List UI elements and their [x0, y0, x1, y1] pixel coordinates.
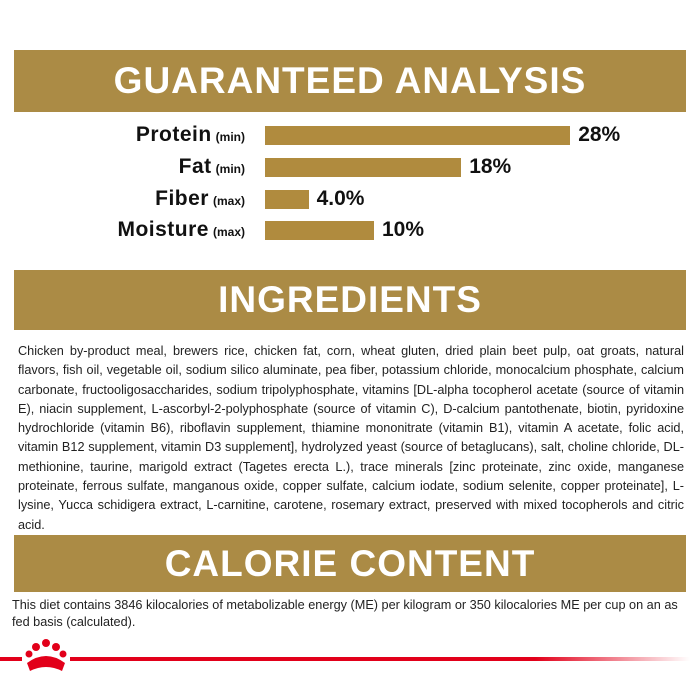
value-label: 28%	[578, 123, 621, 146]
calorie-text: This diet contains 3846 kilocalories of …	[12, 598, 678, 629]
ingredients-banner: INGREDIENTS	[14, 270, 686, 330]
red-line-left	[0, 657, 22, 661]
nutrient-label: Moisture (max)	[117, 215, 245, 247]
nutrient-name: Moisture	[117, 218, 209, 241]
nutrient-label: Fiber (max)	[155, 184, 245, 216]
crown-logo	[25, 639, 67, 671]
analysis-banner: GUARANTEED ANALYSIS	[14, 50, 686, 112]
bar	[265, 221, 374, 240]
nutrient-qualifier: (max)	[212, 225, 245, 239]
calorie-banner: CALORIE CONTENT	[14, 535, 686, 592]
analysis-row: Fiber (max) 4.0%	[0, 184, 700, 214]
nutrient-name: Protein	[135, 123, 212, 146]
nutrient-name: Fat	[178, 155, 212, 178]
nutrient-label: Fat (min)	[179, 152, 245, 184]
value-label: 18%	[469, 155, 512, 178]
red-line	[70, 657, 690, 661]
bar	[265, 158, 462, 177]
nutrient-label: Protein (min)	[136, 120, 245, 152]
analysis-row: Fat (min) 18%	[0, 152, 700, 182]
bar	[265, 190, 309, 209]
nutrient-name: Fiber	[155, 187, 209, 210]
nutrient-qualifier: (min)	[215, 130, 245, 144]
analysis-row: Moisture (max) 10%	[0, 215, 700, 245]
value-label: 4.0%	[316, 187, 365, 210]
logo-footer	[0, 639, 690, 671]
nutrient-qualifier: (min)	[215, 162, 245, 176]
analysis-row: Protein (min) 28%	[0, 120, 700, 150]
bar	[265, 126, 571, 145]
nutrient-qualifier: (max)	[212, 194, 245, 208]
value-label: 10%	[382, 218, 425, 241]
ingredients-text: Chicken by-product meal, brewers rice, c…	[18, 344, 684, 532]
